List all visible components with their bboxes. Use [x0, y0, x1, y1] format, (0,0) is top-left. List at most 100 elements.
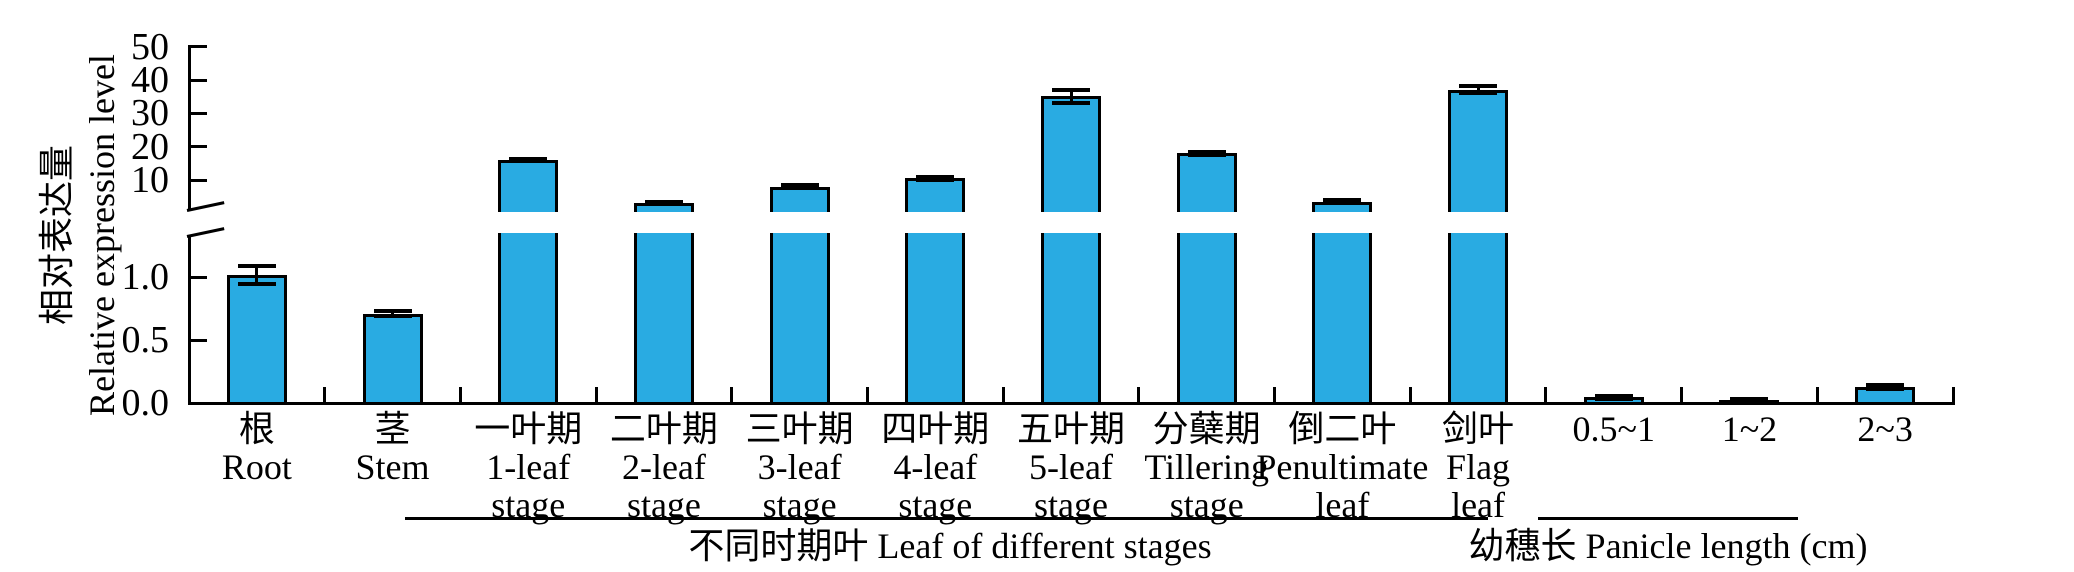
- group-underline: [1538, 517, 1798, 520]
- bar: [1041, 233, 1101, 403]
- error-bar-cap-top: [1052, 87, 1090, 92]
- group-label: 幼穗长 Panicle length (cm): [1468, 526, 1868, 566]
- error-bar-cap-bottom: [644, 201, 683, 206]
- category-label-line: 1~2: [1721, 409, 1778, 449]
- y-tick-label: 20: [131, 125, 169, 168]
- error-bar-cap-top: [1730, 396, 1769, 401]
- error-bar-cap-top: [1594, 393, 1633, 398]
- error-bar-cap-bottom: [1187, 153, 1226, 158]
- y-tick-label: 0.0: [121, 382, 170, 424]
- bar-upper-segment: [769, 186, 830, 212]
- x-axis-tick: [730, 387, 734, 403]
- y-tick-label: 50: [131, 25, 169, 68]
- axis-break-mark-lower: [186, 227, 225, 238]
- y-axis-title-zh: 相对表达量: [37, 144, 77, 326]
- category-label-line: Penultimate: [1256, 447, 1429, 487]
- y-axis-title-en: Relative expression level: [82, 54, 122, 416]
- category-label: 分蘖期 Tillering stage: [1087, 410, 1327, 524]
- x-axis-tick: [1815, 387, 1819, 403]
- x-axis-tick: [1951, 387, 1955, 403]
- y-tick-label: 30: [131, 92, 169, 135]
- error-bar-line: [391, 311, 395, 317]
- category-label-line: 2-leaf: [621, 447, 706, 487]
- x-axis-tick: [1544, 387, 1548, 403]
- error-bar-line: [1069, 89, 1073, 103]
- error-bar-cap-top: [1187, 149, 1226, 154]
- y-axis-tick: [189, 78, 207, 82]
- error-bar-cap-bottom: [1323, 201, 1362, 205]
- category-label: 剑叶 Flag leaf: [1358, 410, 1598, 524]
- bar: [633, 233, 694, 403]
- y-tick-label: 0.5: [121, 319, 170, 362]
- error-bar-cap-top: [1866, 382, 1905, 387]
- bar: [226, 274, 287, 403]
- category-label-line: Stem: [355, 447, 430, 487]
- error-bar-cap-bottom: [916, 177, 955, 182]
- group-label: 不同时期叶 Leaf of different stages: [688, 526, 1212, 566]
- bar: [1312, 233, 1373, 403]
- error-bar-line: [255, 265, 259, 284]
- error-bar-cap-bottom: [1594, 396, 1633, 401]
- bar: [362, 313, 423, 403]
- y-tick-label: 40: [131, 59, 169, 102]
- error-bar-cap-bottom: [1052, 100, 1090, 105]
- error-bar-cap-bottom: [509, 159, 548, 164]
- bar-upper-segment: [1176, 153, 1237, 212]
- category-label-line: 倒二叶: [1288, 409, 1397, 449]
- error-bar-cap-bottom: [237, 281, 276, 286]
- category-label-line: 4-leaf: [893, 447, 978, 487]
- error-bar-cap-top: [373, 309, 412, 314]
- category-label-line: Flag: [1446, 447, 1511, 487]
- category-label-line: 剑叶: [1442, 409, 1515, 449]
- x-axis-tick: [1408, 387, 1412, 403]
- category-label-line: 3-leaf: [757, 447, 842, 487]
- error-bar-cap-top: [1459, 83, 1498, 88]
- category-label: 0.5~1: [1494, 410, 1734, 448]
- bar: [905, 233, 966, 403]
- category-label-line: 0.5~1: [1572, 409, 1655, 449]
- category-label-line: Tillering: [1144, 447, 1270, 487]
- x-axis-tick: [594, 387, 598, 403]
- error-bar-cap-top: [1323, 198, 1362, 203]
- category-label: 茎 Stem: [273, 410, 513, 486]
- category-label-line: 分蘖期: [1152, 409, 1261, 449]
- category-label-line: 四叶期: [881, 409, 990, 449]
- error-bar-cap-top: [780, 183, 819, 188]
- x-axis-tick: [1273, 387, 1277, 403]
- error-bar-cap-bottom: [373, 314, 412, 319]
- category-label: 2~3: [1765, 410, 2005, 448]
- category-label-line: 茎: [374, 409, 411, 449]
- category-label-line: Root: [221, 447, 292, 487]
- bar-upper-segment: [1448, 89, 1509, 212]
- category-label: 二叶期 2-leaf stage: [544, 410, 784, 524]
- y-axis-tick: [189, 45, 207, 49]
- bar: [769, 233, 830, 403]
- error-bar-cap-bottom: [1866, 386, 1905, 391]
- axis-break-mark-upper: [186, 201, 225, 212]
- error-bar-cap-bottom: [1730, 398, 1769, 403]
- error-bar-line: [1476, 85, 1480, 94]
- bar: [1448, 233, 1509, 403]
- y-axis-upper-segment: [187, 45, 191, 211]
- x-axis-tick: [865, 387, 869, 403]
- category-label-line: 1-leaf: [486, 447, 571, 487]
- error-bar-cap-bottom: [780, 186, 819, 191]
- error-bar-cap-top: [509, 156, 548, 161]
- y-axis-tick: [189, 338, 207, 342]
- x-axis-tick: [1137, 387, 1141, 403]
- category-label-line: 根: [238, 409, 275, 449]
- error-bar-cap-bottom: [1459, 91, 1498, 96]
- y-axis-tick: [189, 111, 207, 115]
- y-tick-label: 1.0: [121, 256, 170, 299]
- x-axis-tick: [323, 387, 327, 403]
- y-axis-tick: [189, 145, 207, 149]
- x-axis-tick: [1680, 387, 1684, 403]
- category-label-line: 一叶期: [474, 409, 583, 449]
- x-axis-line: [187, 401, 1955, 405]
- x-axis-tick: [458, 387, 462, 403]
- category-label-line: 五叶期: [1016, 409, 1125, 449]
- y-tick-label: 10: [131, 159, 169, 202]
- error-bar-cap-top: [916, 175, 955, 180]
